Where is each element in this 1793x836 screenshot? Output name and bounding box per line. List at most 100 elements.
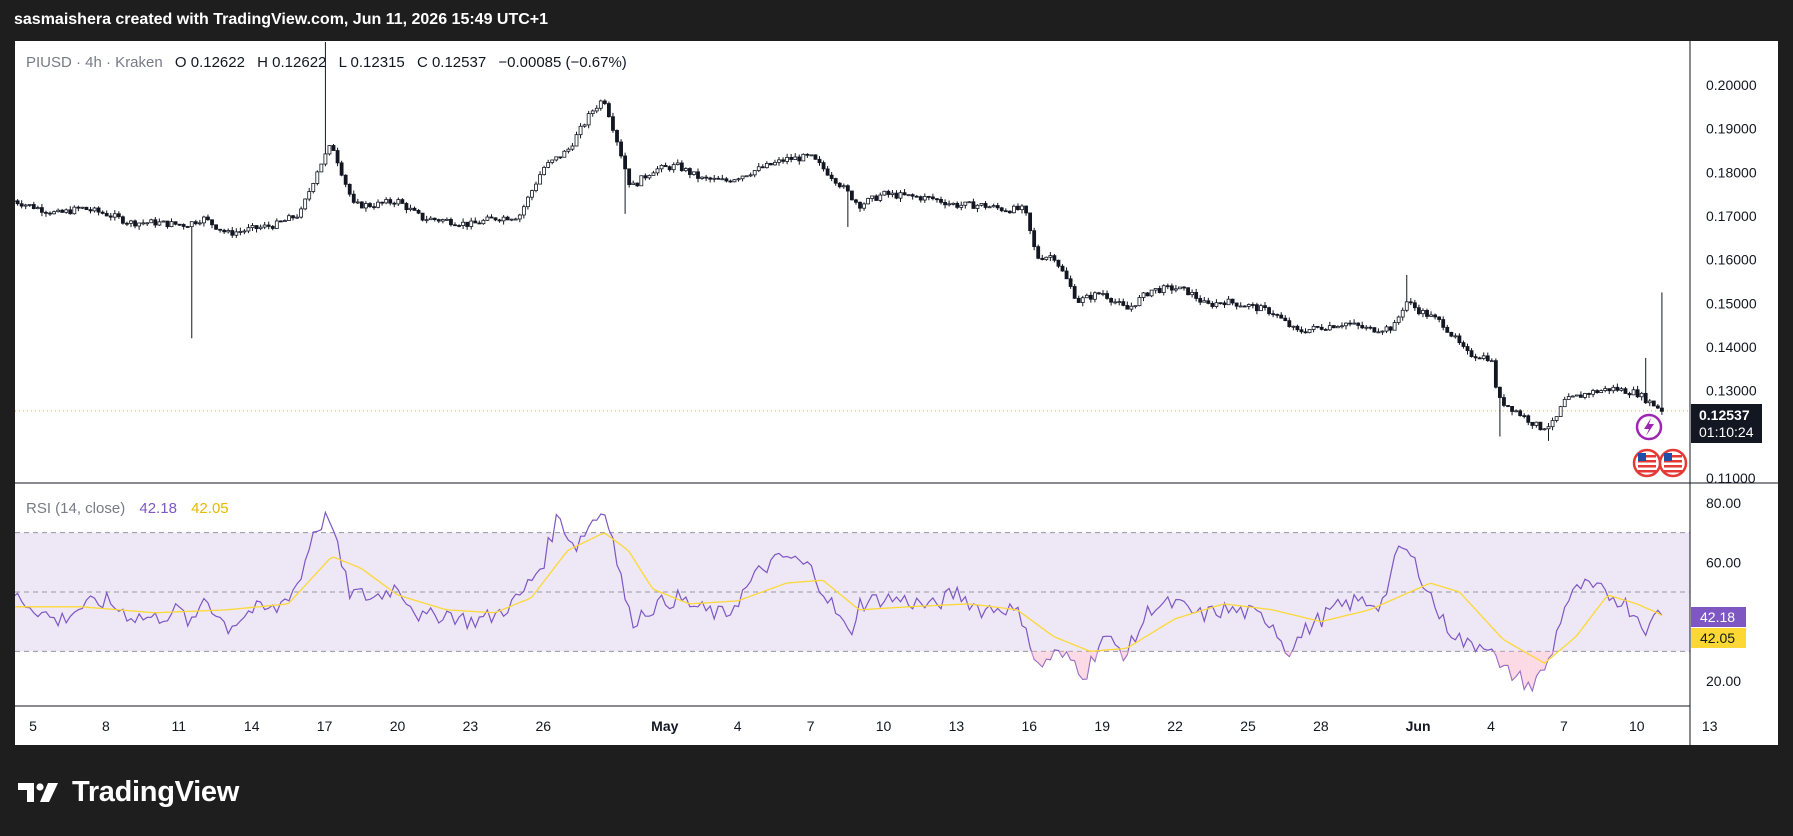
- candle-body: [850, 190, 854, 201]
- candle-body: [1020, 205, 1024, 211]
- candle-body: [696, 171, 700, 179]
- candle-body: [935, 198, 939, 201]
- candle-body: [951, 202, 956, 205]
- change-value: −0.00085 (−0.67%): [498, 54, 626, 71]
- symbol-label[interactable]: PIUSD · 4h · Kraken: [26, 54, 163, 71]
- candle-body: [623, 155, 628, 170]
- candle-body: [1392, 322, 1397, 331]
- open-label: O: [175, 54, 187, 71]
- candle-body: [1048, 255, 1053, 258]
- time-axis[interactable]: 5 8 11 14 17 20 23 26 May 4 7 10 13 16 19 22 25 28 Jun 4 7 10…: [29, 718, 1718, 734]
- rsi-oversold-fill: [1544, 651, 1549, 670]
- candle-body: [177, 223, 182, 226]
- candle-body: [1194, 292, 1199, 299]
- candle-body: [1222, 302, 1227, 306]
- candle-body: [15, 200, 20, 205]
- time-axis-label: 7: [1560, 718, 1568, 734]
- candle-body: [886, 190, 891, 195]
- candle-body: [129, 220, 133, 224]
- time-axis-label: 28: [1313, 718, 1329, 734]
- rsi-oversold-fill: [1289, 651, 1294, 657]
- candlestick-series[interactable]: [15, 42, 1664, 441]
- candle-body: [1574, 394, 1579, 397]
- rsi-legend: RSI (14, close) 42.18 42.05: [26, 500, 229, 517]
- price-axis-label: 0.11000: [1706, 470, 1756, 486]
- candle-body: [635, 182, 640, 187]
- candle-body: [283, 220, 287, 222]
- candle-body: [562, 150, 567, 158]
- rsi-oversold-fill: [1034, 651, 1039, 663]
- candle-body: [870, 195, 875, 199]
- candle-body: [566, 148, 571, 152]
- candle-body: [153, 219, 158, 226]
- low-value: 0.12315: [351, 54, 405, 71]
- rsi-oversold-fill: [1281, 651, 1286, 653]
- candle-body: [493, 217, 498, 221]
- rsi-line: [15, 510, 1663, 693]
- tradingview-footer-logo: TradingView: [18, 776, 239, 808]
- candle-body: [149, 219, 154, 224]
- candle-body: [728, 180, 733, 183]
- rsi-legend-value: 42.18: [139, 500, 177, 517]
- us-flag-event-icon[interactable]: [1632, 448, 1662, 478]
- time-axis-label: 4: [734, 718, 742, 734]
- candle-body: [1016, 205, 1020, 211]
- candle-body: [590, 110, 595, 115]
- candle-body: [1344, 322, 1348, 327]
- rsi-oversold-fill: [1503, 651, 1509, 666]
- candle-body: [1032, 230, 1037, 248]
- candle-body: [189, 221, 194, 228]
- candle-body: [92, 207, 97, 212]
- price-axis-label: 0.18000: [1706, 164, 1757, 180]
- candle-body: [1352, 322, 1357, 325]
- candle-body: [461, 221, 466, 226]
- candle-body: [1526, 415, 1531, 423]
- candle-body: [651, 172, 656, 176]
- candle-body: [1384, 326, 1389, 332]
- candle-body: [1647, 400, 1652, 404]
- candle-body: [894, 192, 899, 199]
- price-axis-label: 0.19000: [1706, 121, 1757, 137]
- candle-body: [1607, 388, 1612, 392]
- candle-body: [922, 196, 927, 201]
- candle-body: [242, 230, 247, 233]
- rsi-oversold-fill: [1062, 651, 1067, 658]
- candle-body: [538, 174, 542, 185]
- candle-body: [1076, 297, 1081, 303]
- rsi-indicator-name[interactable]: RSI (14, close): [26, 500, 125, 517]
- ohlc-legend: PIUSD · 4h · Kraken O 0.12622 H 0.12622 …: [26, 54, 627, 71]
- candle-body: [274, 220, 279, 229]
- candle-body: [720, 178, 725, 181]
- candle-body: [80, 206, 85, 209]
- price-axis[interactable]: 0.20000 0.19000 0.18000 0.17000 0.16000 0.150…: [1706, 77, 1757, 486]
- candle-body: [781, 159, 785, 162]
- rsi-oversold-fill: [1512, 651, 1517, 681]
- candle-body: [1141, 292, 1146, 298]
- us-flag-event-icon-2[interactable]: [1658, 448, 1688, 478]
- price-chart-svg[interactable]: 0.20000 0.19000 0.18000 0.17000 0.16000 0.150…: [15, 41, 1778, 745]
- candle-body: [1546, 426, 1551, 430]
- candle-body: [1202, 300, 1207, 303]
- rsi-oversold-fill: [1540, 651, 1545, 671]
- tradingview-logo-icon: [18, 783, 58, 802]
- candle-body: [1315, 325, 1320, 328]
- candle-body: [679, 162, 684, 172]
- candle-body: [963, 201, 968, 206]
- chart-frame[interactable]: 0.20000 0.19000 0.18000 0.17000 0.16000 0.150…: [15, 41, 1778, 745]
- candle-body: [473, 220, 478, 224]
- candle-body: [372, 206, 376, 209]
- candle-body: [582, 124, 587, 127]
- rsi-axis[interactable]: 80.00 60.00 20.00: [1706, 495, 1741, 689]
- candle-body: [1226, 298, 1231, 306]
- candle-body: [234, 231, 239, 236]
- alert-lightning-icon[interactable]: [1635, 413, 1663, 441]
- candle-body: [262, 224, 267, 228]
- candle-body: [1093, 292, 1097, 300]
- candle-body: [428, 217, 433, 221]
- time-axis-label: 17: [317, 718, 333, 734]
- candle-body: [121, 216, 125, 224]
- candle-body: [829, 174, 834, 179]
- candle-body: [125, 222, 129, 225]
- candle-body: [991, 205, 996, 208]
- candle-body: [1518, 410, 1523, 416]
